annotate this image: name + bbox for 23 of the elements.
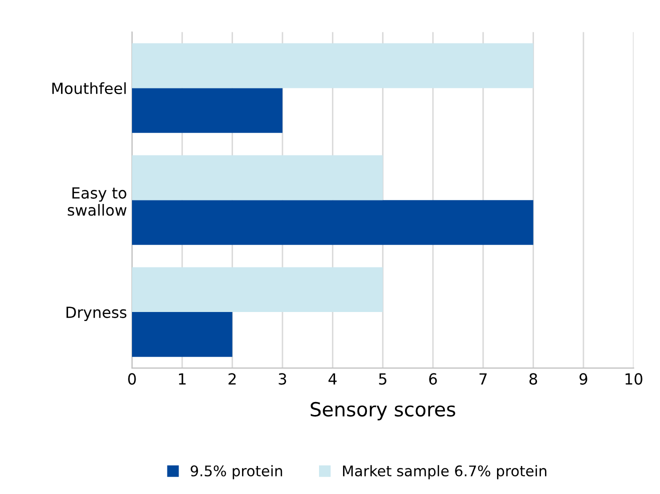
- legend-label: Market sample 6.7% protein: [343, 465, 546, 480]
- bar: [132, 43, 534, 88]
- x-tick-label: 0: [128, 373, 136, 385]
- bar: [132, 88, 282, 133]
- x-tick-label: 9: [580, 373, 588, 385]
- x-tick-label: 4: [328, 373, 337, 384]
- x-tick-label: 6: [429, 373, 437, 385]
- x-tick-label: 3: [278, 373, 286, 385]
- bar: [132, 267, 383, 312]
- x-axis-title: Sensory scores: [310, 402, 456, 420]
- y-tick-label: Easy to swallow: [68, 187, 126, 216]
- y-tick-label: Mouthfeel: [52, 82, 126, 94]
- legend-label: 9.5% protein: [190, 465, 282, 480]
- bar: [132, 155, 383, 200]
- bar: [132, 200, 534, 245]
- x-tick-label: 5: [379, 373, 386, 385]
- x-tick-label: 2: [228, 373, 236, 384]
- x-tick-label: 10: [626, 373, 642, 385]
- y-tick-label: Dryness: [66, 306, 126, 322]
- x-tick-label: 7: [480, 373, 487, 384]
- x-tick-label: 1: [178, 373, 186, 384]
- x-tick-label: 8: [529, 373, 538, 385]
- bar: [132, 312, 232, 357]
